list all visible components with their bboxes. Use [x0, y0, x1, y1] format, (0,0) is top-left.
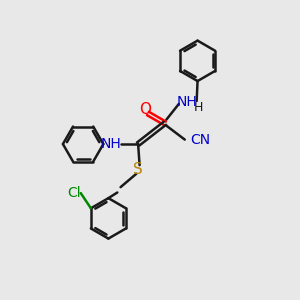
Text: O: O [140, 102, 152, 117]
Text: H: H [194, 101, 203, 114]
Text: NH: NH [177, 95, 197, 110]
Text: CN: CN [190, 133, 210, 147]
Text: Cl: Cl [68, 186, 81, 200]
Text: S: S [133, 162, 143, 177]
Text: NH: NH [101, 137, 122, 151]
